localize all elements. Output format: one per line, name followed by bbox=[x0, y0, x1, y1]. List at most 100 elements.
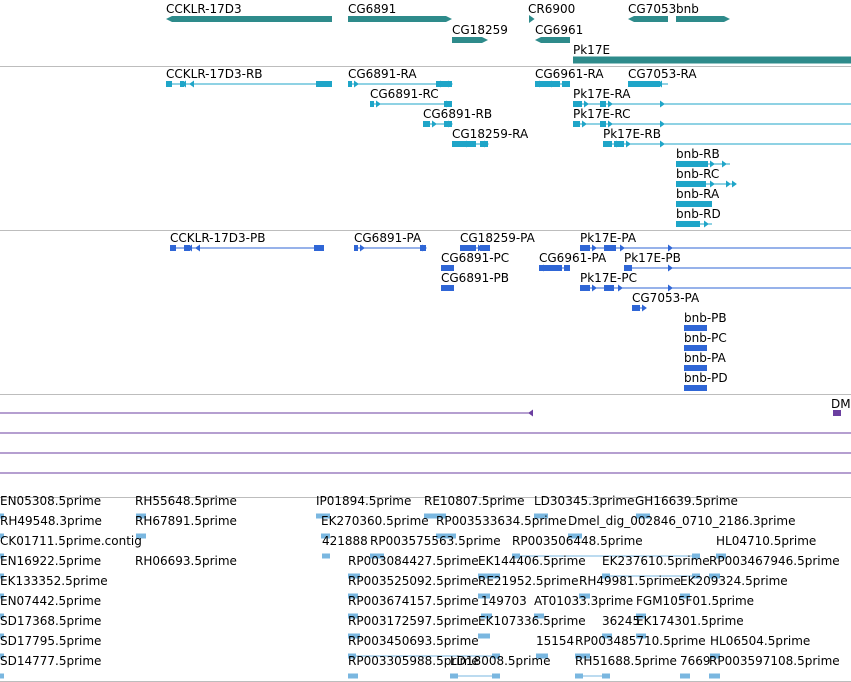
exon-block[interactable] bbox=[684, 325, 707, 331]
exon-block[interactable] bbox=[680, 673, 690, 679]
feature-label[interactable]: RP003674157.5prime bbox=[348, 594, 479, 608]
exon-block[interactable] bbox=[452, 141, 476, 147]
exon-block[interactable] bbox=[348, 613, 358, 619]
exon-block[interactable] bbox=[604, 285, 614, 291]
exon-block[interactable] bbox=[602, 633, 612, 639]
gene-bar[interactable] bbox=[676, 16, 730, 22]
feature-label[interactable]: CCKLR-17D3-RB bbox=[166, 67, 263, 81]
exon-block[interactable] bbox=[580, 245, 590, 251]
feature-label[interactable]: EK174301.5prime bbox=[636, 614, 744, 628]
exon-block[interactable] bbox=[676, 201, 712, 207]
exon-block[interactable] bbox=[478, 633, 490, 639]
feature-label[interactable]: RP003467946.5prime bbox=[709, 554, 840, 568]
exon-block[interactable] bbox=[573, 56, 851, 64]
exon-block[interactable] bbox=[575, 653, 590, 659]
feature-label[interactable]: CR6900 bbox=[528, 2, 575, 16]
exon-block[interactable] bbox=[136, 513, 146, 519]
feature-label[interactable]: RP003533634.5prime bbox=[436, 514, 567, 528]
feature-label[interactable]: CG7053-PA bbox=[632, 291, 700, 305]
gene-bar[interactable] bbox=[628, 16, 668, 22]
exon-block[interactable] bbox=[676, 161, 708, 167]
exon-block[interactable] bbox=[441, 265, 454, 271]
exon-block[interactable] bbox=[716, 553, 726, 559]
exon-block[interactable] bbox=[136, 533, 146, 539]
exon-block[interactable] bbox=[478, 573, 500, 579]
exon-block[interactable] bbox=[354, 245, 358, 251]
feature-label[interactable]: bnb-RD bbox=[676, 207, 721, 221]
exon-block[interactable] bbox=[322, 553, 330, 559]
exon-block[interactable] bbox=[573, 121, 580, 127]
exon-block[interactable] bbox=[450, 673, 458, 679]
feature-label[interactable]: EK107336.5prime bbox=[478, 614, 586, 628]
exon-block[interactable] bbox=[564, 265, 570, 271]
feature-label[interactable]: LD30345.3prime bbox=[534, 494, 635, 508]
feature-label[interactable]: RP003084427.5prime bbox=[348, 554, 479, 568]
feature-label[interactable]: CCKLR-17D3 bbox=[166, 2, 242, 16]
feature-label[interactable]: bnb bbox=[676, 2, 699, 16]
feature-label[interactable]: DM bbox=[831, 397, 851, 411]
feature-label[interactable]: CG18259-RA bbox=[452, 127, 529, 141]
feature-label[interactable]: RP003597108.5prime bbox=[709, 654, 840, 668]
feature-label[interactable]: 149703 bbox=[481, 594, 527, 608]
exon-block[interactable] bbox=[370, 553, 384, 559]
exon-block[interactable] bbox=[833, 410, 841, 416]
feature-label[interactable]: SD17368.5prime bbox=[0, 614, 101, 628]
feature-label[interactable]: Pk17E bbox=[573, 43, 610, 57]
gene-bar[interactable] bbox=[535, 37, 570, 43]
exon-block[interactable] bbox=[573, 101, 582, 107]
feature-label[interactable]: RP003575563.5prime bbox=[370, 534, 501, 548]
feature-label[interactable]: Pk17E-RA bbox=[573, 87, 631, 101]
exon-block[interactable] bbox=[684, 365, 707, 371]
feature-label[interactable]: AT01033.3prime bbox=[534, 594, 633, 608]
exon-block[interactable] bbox=[602, 573, 610, 579]
feature-label[interactable]: RP003525092.5prime bbox=[348, 574, 479, 588]
exon-block[interactable] bbox=[539, 265, 562, 271]
feature-label[interactable]: bnb-RA bbox=[676, 187, 720, 201]
exon-block[interactable] bbox=[441, 285, 454, 291]
exon-block[interactable] bbox=[710, 653, 720, 659]
feature-label[interactable]: CG18259-PA bbox=[460, 231, 536, 245]
exon-block[interactable] bbox=[709, 573, 720, 579]
feature-label[interactable]: RE10807.5prime bbox=[424, 494, 525, 508]
feature-label[interactable]: RH67891.5prime bbox=[135, 514, 237, 528]
feature-label[interactable]: Pk17E-PB bbox=[624, 251, 681, 265]
exon-block[interactable] bbox=[0, 533, 4, 539]
exon-block[interactable] bbox=[636, 633, 646, 639]
exon-block[interactable] bbox=[512, 553, 520, 559]
feature-label[interactable]: CG6891-PA bbox=[354, 231, 422, 245]
feature-label[interactable]: CG6891 bbox=[348, 2, 396, 16]
exon-block[interactable] bbox=[692, 553, 700, 559]
exon-block[interactable] bbox=[636, 513, 650, 519]
gene-bar[interactable] bbox=[348, 16, 452, 22]
exon-block[interactable] bbox=[478, 593, 490, 599]
exon-block[interactable] bbox=[0, 593, 4, 599]
exon-block[interactable] bbox=[348, 653, 356, 659]
feature-label[interactable]: RP003506448.5prime bbox=[512, 534, 643, 548]
feature-label[interactable]: CG6891-RA bbox=[348, 67, 417, 81]
exon-block[interactable] bbox=[0, 553, 4, 559]
exon-block[interactable] bbox=[481, 613, 492, 619]
feature-label[interactable]: 36245 bbox=[602, 614, 640, 628]
exon-block[interactable] bbox=[602, 673, 610, 679]
exon-block[interactable] bbox=[0, 673, 4, 679]
feature-label[interactable]: FGM105F01.5prime bbox=[636, 594, 754, 608]
feature-label[interactable]: bnb-PB bbox=[684, 311, 727, 325]
feature-label[interactable]: RP003485710.5prime bbox=[575, 634, 706, 648]
exon-block[interactable] bbox=[580, 285, 590, 291]
feature-label[interactable]: RH51688.5prime bbox=[575, 654, 677, 668]
exon-block[interactable] bbox=[709, 673, 720, 679]
feature-label[interactable]: EK270360.5prime bbox=[321, 514, 429, 528]
exon-block[interactable] bbox=[604, 245, 616, 251]
exon-block[interactable] bbox=[568, 533, 582, 539]
feature-label[interactable]: CG6891-RB bbox=[423, 107, 492, 121]
exon-block[interactable] bbox=[575, 673, 583, 679]
feature-label[interactable]: EK144406.5prime bbox=[478, 554, 586, 568]
exon-block[interactable] bbox=[492, 653, 500, 659]
exon-block[interactable] bbox=[534, 613, 544, 619]
exon-block[interactable] bbox=[0, 513, 4, 519]
exon-block[interactable] bbox=[636, 613, 646, 619]
exon-block[interactable] bbox=[460, 245, 476, 251]
feature-label[interactable]: bnb-PD bbox=[684, 371, 728, 385]
feature-label[interactable]: SD17795.5prime bbox=[0, 634, 101, 648]
feature-label[interactable]: CG6891-RC bbox=[370, 87, 439, 101]
